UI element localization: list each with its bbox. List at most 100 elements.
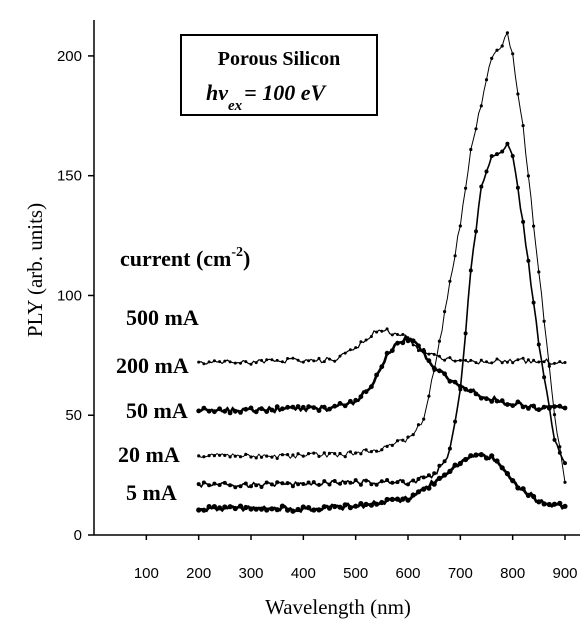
data-point: [354, 451, 358, 455]
x-tick-label: 800: [500, 565, 525, 582]
data-point: [432, 368, 436, 373]
data-point: [469, 358, 473, 362]
x-tick-label: 600: [395, 565, 420, 582]
data-point: [516, 358, 520, 362]
data-point: [291, 356, 295, 360]
data-point: [275, 480, 280, 485]
data-point: [416, 343, 421, 349]
data-point: [233, 485, 238, 490]
data-point: [300, 504, 306, 510]
data-point: [447, 378, 453, 384]
data-point: [238, 484, 243, 489]
data-point: [390, 480, 395, 485]
data-point: [385, 444, 389, 448]
data-point: [348, 480, 353, 485]
data-point: [511, 361, 515, 365]
data-point: [484, 169, 489, 174]
data-point: [326, 505, 333, 511]
data-point: [223, 453, 227, 457]
data-point: [249, 362, 253, 366]
data-point: [437, 339, 441, 343]
data-point: [458, 358, 462, 362]
data-point: [500, 361, 504, 365]
data-point: [259, 455, 264, 459]
data-point: [228, 483, 233, 488]
data-point: [380, 448, 384, 452]
data-point: [494, 398, 500, 404]
data-point: [405, 497, 411, 503]
data-point: [464, 186, 468, 190]
series-line: [198, 141, 566, 489]
data-point: [374, 482, 379, 487]
data-point: [521, 219, 526, 224]
data-point: [254, 361, 258, 365]
data-point: [489, 399, 495, 404]
data-point: [232, 408, 238, 414]
series-label: 200 mA: [116, 353, 189, 378]
data-point: [410, 492, 416, 498]
data-point: [296, 482, 301, 487]
data-point: [223, 359, 227, 363]
data-point: [541, 501, 547, 507]
data-point: [415, 489, 422, 495]
data-point: [337, 401, 343, 406]
data-point: [526, 358, 530, 362]
data-point: [218, 453, 222, 457]
data-point: [211, 504, 217, 510]
data-point: [227, 410, 233, 416]
x-tick-label: 400: [291, 565, 316, 582]
data-point: [327, 406, 332, 412]
data-point: [464, 358, 468, 362]
data-point: [207, 454, 211, 458]
data-point: [338, 481, 342, 486]
data-point: [468, 453, 474, 459]
data-point: [286, 453, 290, 457]
data-point: [447, 468, 453, 474]
data-point: [207, 360, 211, 364]
data-point: [411, 343, 415, 347]
data-point: [427, 352, 431, 356]
data-point: [510, 154, 515, 158]
data-point: [515, 185, 520, 190]
data-point: [443, 310, 447, 314]
data-point: [526, 258, 531, 263]
data-point: [542, 319, 546, 323]
data-point: [368, 502, 374, 508]
data-point: [306, 404, 311, 410]
data-point: [463, 456, 469, 463]
data-point: [212, 409, 217, 415]
data-point: [437, 368, 442, 374]
data-point: [301, 360, 305, 364]
data-point: [525, 492, 532, 498]
data-point: [552, 437, 557, 442]
data-point: [317, 482, 321, 487]
data-point: [406, 482, 410, 487]
inset-excitation: hvex= 100 eV: [206, 80, 327, 114]
data-point: [516, 92, 520, 96]
data-point: [317, 356, 321, 360]
data-point: [364, 448, 368, 452]
data-point: [510, 478, 516, 484]
data-point: [353, 503, 359, 509]
x-tick-label: 300: [238, 565, 263, 582]
data-point: [274, 507, 280, 513]
series-5-ma: [196, 452, 568, 514]
data-point: [290, 484, 295, 489]
data-point: [521, 356, 525, 360]
data-point: [495, 357, 499, 361]
data-point: [426, 358, 432, 364]
data-point: [280, 481, 285, 486]
data-point: [286, 357, 290, 360]
data-point: [500, 149, 505, 154]
x-tick-label: 900: [552, 565, 577, 582]
data-point: [306, 480, 311, 485]
data-point: [202, 362, 206, 366]
data-point: [359, 340, 363, 344]
data-point: [248, 506, 254, 512]
data-point: [249, 484, 253, 489]
legend-title-sup: -2: [231, 245, 243, 260]
data-point: [348, 398, 353, 404]
y-axis-title: PLY (arb. units): [23, 203, 47, 337]
data-point: [222, 408, 228, 414]
data-point: [301, 454, 305, 458]
